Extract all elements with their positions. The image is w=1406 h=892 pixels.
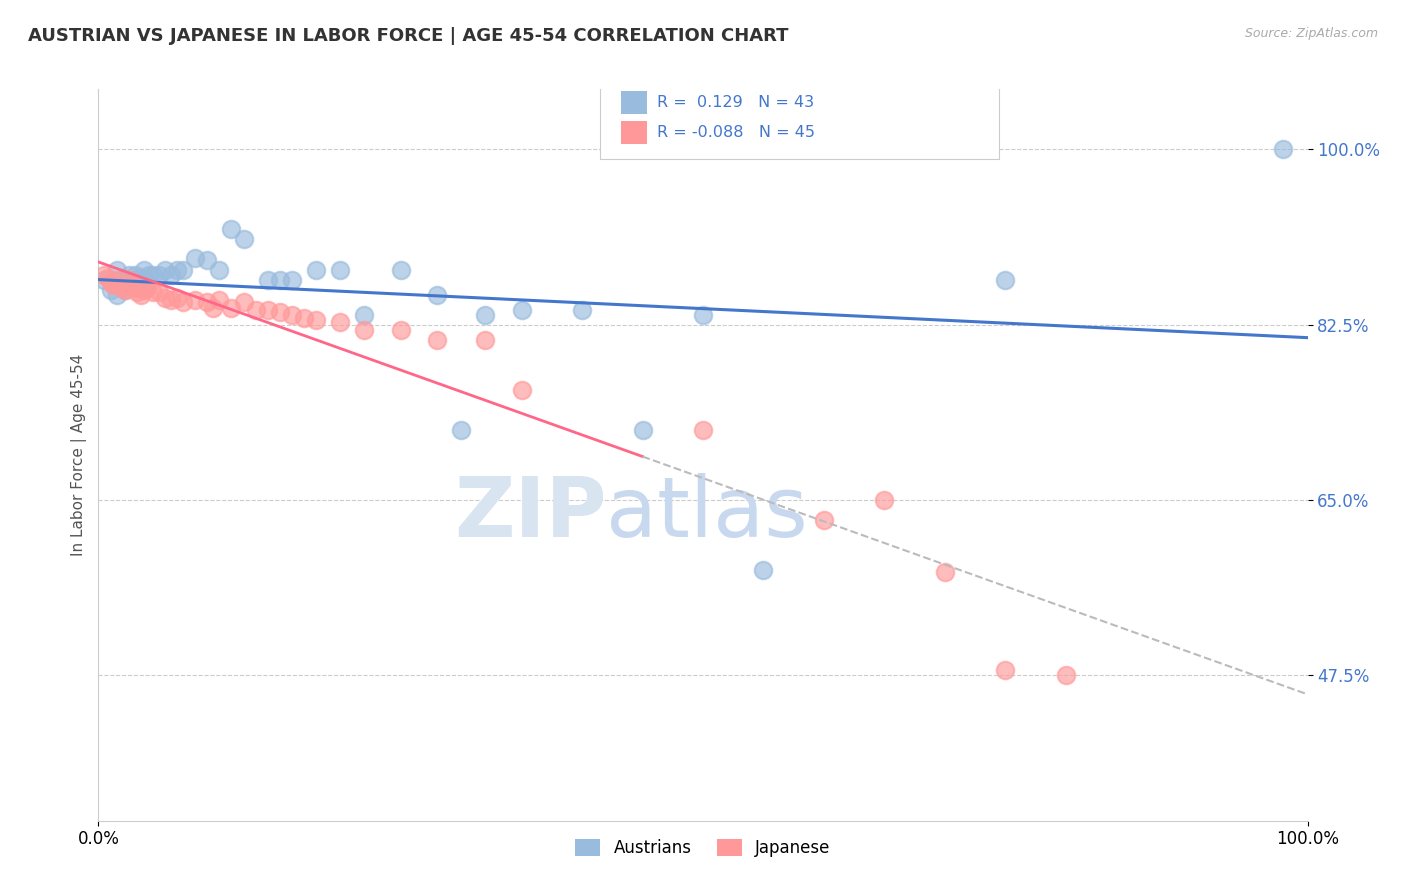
Point <box>232 294 254 309</box>
Point <box>1272 142 1295 156</box>
Point <box>934 565 956 579</box>
Point <box>813 513 835 527</box>
Point <box>118 268 141 282</box>
Point <box>305 262 328 277</box>
Point <box>111 277 134 292</box>
Point <box>510 383 533 397</box>
Point <box>631 423 654 437</box>
Point <box>134 262 156 277</box>
Point <box>269 272 291 286</box>
Point <box>105 262 128 277</box>
Point <box>105 272 128 286</box>
Text: R = -0.088   N = 45: R = -0.088 N = 45 <box>657 125 815 140</box>
Point <box>127 275 149 289</box>
Point <box>142 268 165 282</box>
Point <box>166 291 188 305</box>
Point <box>184 251 207 265</box>
Point <box>148 285 170 299</box>
Point <box>166 262 188 277</box>
Point <box>195 252 218 267</box>
Point <box>153 262 176 277</box>
FancyBboxPatch shape <box>621 120 647 144</box>
Point <box>100 275 122 289</box>
Text: ZIP: ZIP <box>454 473 606 554</box>
Point <box>426 287 449 301</box>
Point <box>571 302 593 317</box>
Point <box>389 262 412 277</box>
Point <box>256 272 278 286</box>
Point <box>1054 668 1077 682</box>
Point <box>172 294 194 309</box>
Point <box>994 664 1017 678</box>
Point <box>134 283 156 297</box>
Point <box>101 277 124 292</box>
Point <box>108 272 131 286</box>
Point <box>221 222 243 236</box>
Point <box>142 285 165 299</box>
Point <box>474 308 496 322</box>
Point <box>153 291 176 305</box>
Point <box>138 268 160 282</box>
Point <box>450 423 472 437</box>
Point <box>100 283 122 297</box>
Point <box>305 312 328 326</box>
Point <box>124 268 146 282</box>
Point <box>292 310 315 325</box>
Point <box>256 302 278 317</box>
Legend: Austrians, Japanese: Austrians, Japanese <box>569 832 837 863</box>
Point <box>93 272 115 286</box>
Point <box>281 272 304 286</box>
Point <box>124 280 146 294</box>
Point <box>353 308 375 322</box>
Point <box>111 280 134 294</box>
Text: R =  0.129   N = 43: R = 0.129 N = 43 <box>657 95 814 110</box>
Point <box>129 287 152 301</box>
Text: AUSTRIAN VS JAPANESE IN LABOR FORCE | AGE 45-54 CORRELATION CHART: AUSTRIAN VS JAPANESE IN LABOR FORCE | AG… <box>28 27 789 45</box>
Point <box>692 308 714 322</box>
Point <box>118 272 141 286</box>
Point <box>195 294 218 309</box>
Point <box>994 272 1017 286</box>
Point <box>184 293 207 307</box>
FancyBboxPatch shape <box>600 82 1000 159</box>
Text: atlas: atlas <box>606 473 808 554</box>
Point <box>105 287 128 301</box>
Point <box>108 277 131 292</box>
Point <box>172 262 194 277</box>
Point <box>135 275 157 289</box>
Point <box>281 308 304 322</box>
Point <box>127 285 149 299</box>
Point <box>121 277 143 292</box>
Point <box>474 333 496 347</box>
Point <box>129 270 152 285</box>
Point <box>202 301 225 315</box>
Point <box>692 423 714 437</box>
Point <box>160 293 183 307</box>
Point <box>329 262 352 277</box>
Point <box>389 323 412 337</box>
Point <box>208 262 231 277</box>
Text: Source: ZipAtlas.com: Source: ZipAtlas.com <box>1244 27 1378 40</box>
Point <box>93 268 115 282</box>
FancyBboxPatch shape <box>621 91 647 114</box>
Point <box>752 563 775 577</box>
Point <box>148 268 170 282</box>
Point <box>114 283 136 297</box>
Point <box>221 301 243 315</box>
Point <box>245 302 267 317</box>
Point <box>135 280 157 294</box>
Point <box>873 493 896 508</box>
Point <box>353 323 375 337</box>
Point <box>269 304 291 318</box>
Point <box>114 283 136 297</box>
Point <box>510 302 533 317</box>
Point <box>160 268 183 282</box>
Point <box>121 272 143 286</box>
Point <box>329 315 352 329</box>
Point <box>208 293 231 307</box>
Point <box>97 270 120 285</box>
Point <box>232 232 254 246</box>
Point <box>426 333 449 347</box>
Y-axis label: In Labor Force | Age 45-54: In Labor Force | Age 45-54 <box>72 354 87 556</box>
